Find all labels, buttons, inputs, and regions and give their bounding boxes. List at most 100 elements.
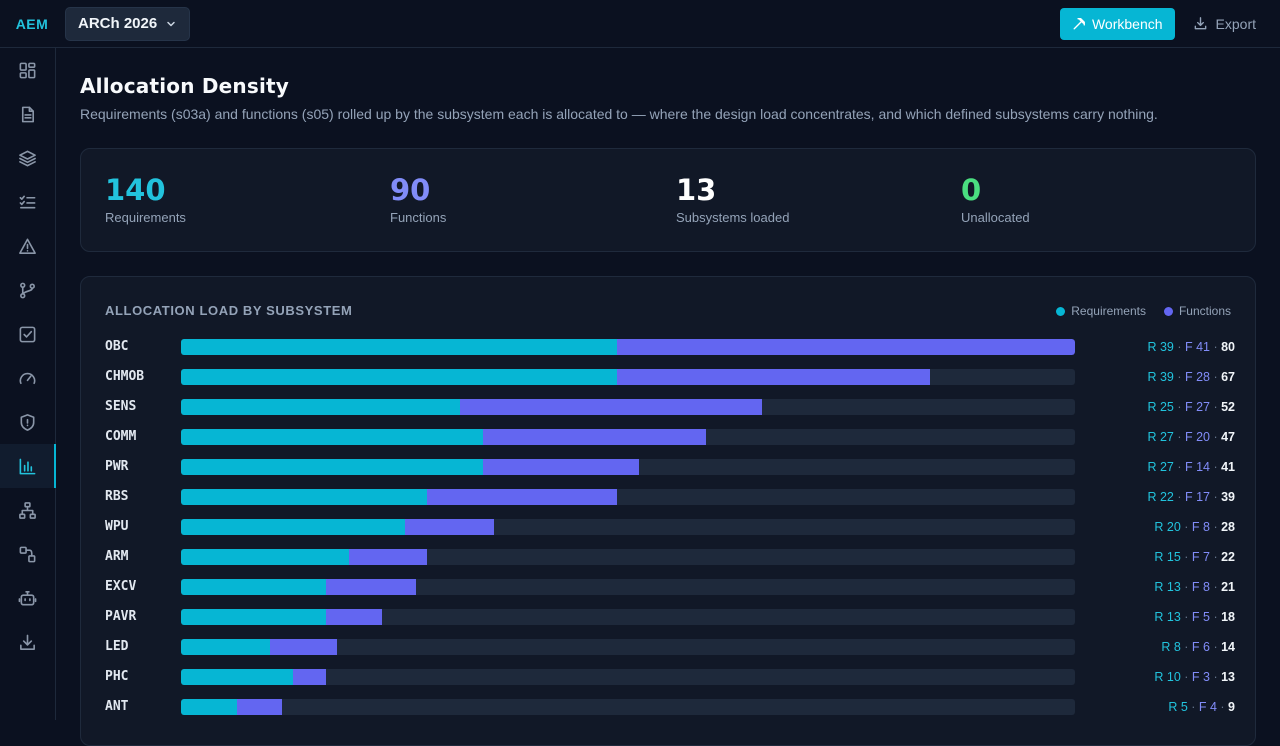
bar-segment-functions[interactable] xyxy=(326,579,416,595)
bar-value-total: 14 xyxy=(1221,640,1235,654)
gauge-icon xyxy=(19,372,36,384)
project-selector[interactable]: ARCh 2026 xyxy=(65,6,191,41)
sidebar-item-performance[interactable] xyxy=(0,356,55,400)
bar-segment-functions[interactable] xyxy=(616,369,930,385)
export-icon xyxy=(1194,17,1206,30)
bar-row-arm[interactable]: ARM R 15 · F 7 · 22 xyxy=(105,547,1235,567)
bar-segment-requirements[interactable] xyxy=(181,339,617,355)
bar-segment-functions[interactable] xyxy=(236,699,282,715)
bar-value-total: 21 xyxy=(1221,580,1235,594)
bar-segment-functions[interactable] xyxy=(616,339,1075,355)
bar-value-total: 22 xyxy=(1221,550,1235,564)
bar-segment-requirements[interactable] xyxy=(181,549,349,565)
bar-value-separator: · xyxy=(1209,430,1222,444)
sidebar-item-layers[interactable] xyxy=(0,136,55,180)
bar-segment-functions[interactable] xyxy=(326,609,383,625)
bar-row-led[interactable]: LED R 8 · F 6 · 14 xyxy=(105,637,1235,657)
sidebar-item-downloads[interactable] xyxy=(0,620,55,664)
bar-segment-requirements[interactable] xyxy=(181,459,483,475)
bar-segment-functions[interactable] xyxy=(426,489,617,505)
bar-value-functions: F 3 xyxy=(1191,670,1210,684)
bar-segment-functions[interactable] xyxy=(404,519,494,535)
bar-row-comm[interactable]: COMM R 27 · F 20 · 47 xyxy=(105,427,1235,447)
bar-row-wpu[interactable]: WPU R 20 · F 8 · 28 xyxy=(105,517,1235,537)
sidebar-item-flows[interactable] xyxy=(0,532,55,576)
project-name: ARCh 2026 xyxy=(78,15,158,32)
bar-row-sens[interactable]: SENS R 25 · F 27 · 52 xyxy=(105,397,1235,417)
legend-item-requirements: Requirements xyxy=(1056,304,1146,318)
bar-row-ant[interactable]: ANT R 5 · F 4 · 9 xyxy=(105,697,1235,717)
bar-value-separator: · xyxy=(1173,370,1185,384)
bar-track xyxy=(181,339,1075,355)
bar-value-functions: F 4 xyxy=(1198,700,1217,714)
bar-segment-functions[interactable] xyxy=(348,549,427,565)
sidebar-item-verification[interactable] xyxy=(0,312,55,356)
bar-segment-functions[interactable] xyxy=(292,669,327,685)
bar-row-phc[interactable]: PHC R 10 · F 3 · 13 xyxy=(105,667,1235,687)
bar-segment-requirements[interactable] xyxy=(181,609,327,625)
sidebar-item-branches[interactable] xyxy=(0,268,55,312)
stat-functions: 90 Functions xyxy=(390,173,446,225)
bar-segment-functions[interactable] xyxy=(270,639,338,655)
bar-segment-requirements[interactable] xyxy=(181,519,405,535)
bar-segment-requirements[interactable] xyxy=(181,429,483,445)
bar-category-label: PAVR xyxy=(105,609,137,624)
bar-row-excv[interactable]: EXCV R 13 · F 8 · 21 xyxy=(105,577,1235,597)
bar-segment-requirements[interactable] xyxy=(181,369,617,385)
sidebar-item-checklist[interactable] xyxy=(0,180,55,224)
page-subtitle: Requirements (s03a) and functions (s05) … xyxy=(80,106,1158,122)
bar-segment-requirements[interactable] xyxy=(181,579,327,595)
bar-segment-functions[interactable] xyxy=(482,429,707,445)
bar-row-obc[interactable]: OBC R 39 · F 41 · 80 xyxy=(105,337,1235,357)
sidebar-item-dashboard[interactable] xyxy=(0,48,55,92)
bar-segment-requirements[interactable] xyxy=(181,669,293,685)
bar-segment-functions[interactable] xyxy=(482,459,640,475)
bar-segment-functions[interactable] xyxy=(460,399,763,415)
bar-row-rbs[interactable]: RBS R 22 · F 17 · 39 xyxy=(105,487,1235,507)
bar-segment-requirements[interactable] xyxy=(181,399,461,415)
sidebar-item-allocation-density[interactable] xyxy=(0,444,56,488)
bar-value-label: R 25 · F 27 · 52 xyxy=(1147,400,1235,414)
bar-value-label: R 27 · F 14 · 41 xyxy=(1147,460,1235,474)
export-button[interactable]: Export xyxy=(1183,8,1266,40)
bar-value-separator: · xyxy=(1209,400,1222,414)
bar-value-separator: · xyxy=(1209,580,1222,594)
stat-value: 13 xyxy=(676,173,717,207)
bar-value-total: 13 xyxy=(1221,670,1235,684)
bar-value-requirements: R 27 xyxy=(1147,460,1174,474)
bar-category-label: PHC xyxy=(105,669,129,684)
bar-track xyxy=(181,369,1075,385)
layers-icon xyxy=(19,150,36,166)
sidebar-item-safety[interactable] xyxy=(0,400,55,444)
legend-label-functions: Functions xyxy=(1178,304,1231,318)
bar-category-label: OBC xyxy=(105,339,129,354)
bar-row-pavr[interactable]: PAVR R 13 · F 5 · 18 xyxy=(105,607,1235,627)
bar-value-separator: · xyxy=(1209,490,1222,504)
bar-value-label: R 8 · F 6 · 14 xyxy=(1161,640,1235,654)
sidebar-item-documents[interactable] xyxy=(0,92,55,136)
hierarchy-icon xyxy=(19,501,36,519)
sidebar-item-risks[interactable] xyxy=(0,224,55,268)
bar-segment-requirements[interactable] xyxy=(181,639,271,655)
workbench-button[interactable]: Workbench xyxy=(1059,7,1175,40)
bar-value-separator: · xyxy=(1180,610,1192,624)
stat-value: 90 xyxy=(390,173,431,207)
bar-row-chmob[interactable]: CHMOB R 39 · F 28 · 67 xyxy=(105,367,1235,387)
bar-value-total: 9 xyxy=(1228,700,1235,714)
bar-value-separator: · xyxy=(1209,670,1222,684)
sidebar-item-hierarchy[interactable] xyxy=(0,488,55,532)
bar-segment-requirements[interactable] xyxy=(181,489,427,505)
bar-value-label: R 22 · F 17 · 39 xyxy=(1147,490,1235,504)
bar-value-label: R 20 · F 8 · 28 xyxy=(1154,520,1235,534)
bar-value-functions: F 8 xyxy=(1191,580,1210,594)
bar-value-requirements: R 22 xyxy=(1147,490,1174,504)
bar-chart-icon xyxy=(19,458,36,474)
document-icon xyxy=(21,106,35,122)
bar-value-functions: F 5 xyxy=(1191,610,1210,624)
brand-logo[interactable]: AEM xyxy=(15,15,49,32)
bar-value-functions: F 8 xyxy=(1191,520,1210,534)
bar-segment-requirements[interactable] xyxy=(181,699,237,715)
bar-value-functions: F 27 xyxy=(1184,400,1210,414)
bar-row-pwr[interactable]: PWR R 27 · F 14 · 41 xyxy=(105,457,1235,477)
sidebar-item-assistant[interactable] xyxy=(0,576,55,620)
